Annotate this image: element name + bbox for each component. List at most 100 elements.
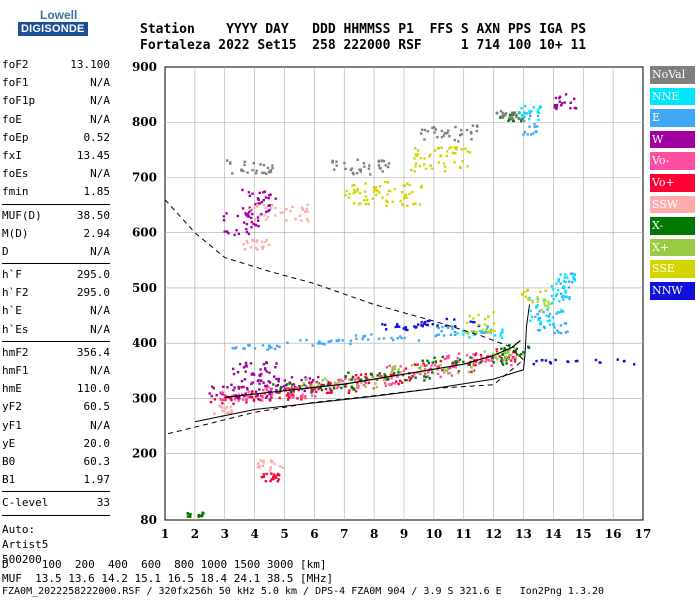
x-tick-label: 9 — [400, 527, 408, 541]
echo-point-nne — [527, 117, 531, 121]
echo-point-w — [222, 385, 225, 388]
echo-point-w — [573, 97, 576, 100]
echo-point-ssw — [220, 406, 224, 409]
echo-point-vo- — [224, 398, 227, 401]
echo-point-vo- — [450, 374, 454, 377]
echo-point-nne — [564, 290, 567, 294]
echo-point-noval — [507, 116, 511, 120]
echo-point-nne — [521, 115, 525, 118]
echo-point-sse — [428, 155, 431, 158]
param-row: fxI 13.45 — [2, 147, 110, 165]
echo-point-x- — [200, 514, 204, 517]
echo-point-ssw — [264, 218, 268, 221]
echo-point-e — [542, 310, 545, 314]
echo-point-noval — [367, 167, 371, 170]
echo-point-vo- — [401, 373, 405, 377]
echo-point-nne — [462, 333, 465, 336]
echo-point-vo- — [288, 394, 292, 397]
param-value: 13.45 — [76, 148, 110, 162]
echo-point-w — [300, 378, 303, 382]
echo-point-w — [254, 224, 258, 227]
echo-point-vo- — [399, 379, 402, 383]
echo-point-sse — [520, 292, 524, 295]
echo-point-vo- — [219, 397, 222, 401]
echo-point-e — [243, 347, 246, 350]
echo-point-noval — [476, 125, 479, 128]
echo-point-nnw — [417, 323, 420, 326]
echo-point-w — [248, 210, 251, 214]
echo-point-w — [558, 95, 562, 98]
echo-point-vo- — [457, 352, 461, 355]
echo-point-w — [244, 370, 247, 373]
echo-point-e — [553, 331, 556, 335]
echo-point-vo- — [221, 391, 224, 394]
echo-point-x- — [353, 387, 356, 391]
divider — [2, 514, 110, 516]
echo-point-vo- — [444, 357, 448, 360]
echo-point-noval — [229, 162, 232, 165]
echo-point-vo- — [456, 357, 459, 360]
param-value: 13.100 — [70, 58, 110, 71]
echo-point-noval — [350, 167, 354, 170]
echo-point-nnw — [384, 323, 387, 327]
echo-point-sse — [402, 184, 405, 187]
echo-point-vo- — [209, 400, 213, 404]
echo-point-vo- — [413, 373, 416, 376]
echo-point-vo- — [337, 385, 340, 388]
echo-point-ssw — [253, 206, 256, 210]
echo-point-e — [559, 292, 563, 295]
echo-point-w — [262, 363, 266, 366]
echo-point-noval — [387, 162, 391, 165]
echo-point-noval — [475, 129, 478, 133]
echo-point-x- — [514, 349, 517, 352]
x-tick-label: 5 — [280, 527, 288, 541]
echo-point-e — [253, 347, 257, 350]
echo-point-vo- — [250, 396, 254, 399]
echo-point-w — [303, 389, 306, 393]
echo-point-w — [263, 190, 267, 193]
echo-point-e — [449, 333, 453, 336]
echo-point-noval — [359, 170, 362, 173]
echo-point-sse — [419, 157, 422, 160]
echo-point-noval — [335, 160, 338, 163]
echo-point-e — [548, 312, 552, 316]
param-group-confidence: C-level 33 — [2, 494, 110, 512]
param-group-virtual-heights: h`F 295.0 h`F2 295.0 h`E N/A h`Es N/A — [2, 266, 110, 339]
echo-point-e — [377, 337, 381, 341]
echo-point-w — [244, 212, 247, 215]
echo-point-vo- — [391, 369, 394, 372]
echo-point-x- — [367, 378, 371, 381]
echo-point-vo- — [297, 388, 300, 392]
echo-point-sse — [466, 165, 469, 168]
param-row: B0 60.3 — [2, 453, 110, 471]
echo-point-e — [335, 339, 338, 342]
echo-point-vo- — [274, 476, 278, 479]
echo-point-vo- — [371, 375, 374, 378]
echo-point-w — [211, 385, 214, 388]
echo-point-ssw — [250, 246, 253, 249]
echo-point-e — [523, 115, 526, 119]
echo-point-vo- — [452, 365, 455, 369]
echo-point-noval — [351, 171, 355, 174]
echo-point-w — [268, 371, 271, 374]
echo-point-x- — [467, 370, 471, 374]
echo-point-nne — [537, 107, 540, 111]
echo-point-w — [268, 204, 272, 207]
echo-point-x- — [410, 377, 413, 380]
echo-point-x- — [500, 357, 503, 360]
echo-point-e — [330, 339, 333, 342]
echo-point-e — [533, 123, 536, 126]
echo-point-e — [537, 329, 540, 332]
echo-point-w — [245, 387, 249, 390]
echo-point-x- — [431, 371, 434, 374]
echo-point-e — [523, 130, 527, 134]
echo-point-vo- — [358, 379, 361, 382]
echo-point-vo- — [278, 391, 281, 395]
echo-point-x- — [436, 368, 439, 372]
echo-point-x- — [350, 378, 353, 381]
echo-point-x- — [272, 383, 275, 386]
echo-point-ssw — [285, 219, 288, 222]
param-value: N/A — [90, 112, 110, 126]
echo-point-x- — [514, 356, 517, 359]
echo-point-vo- — [416, 363, 419, 366]
